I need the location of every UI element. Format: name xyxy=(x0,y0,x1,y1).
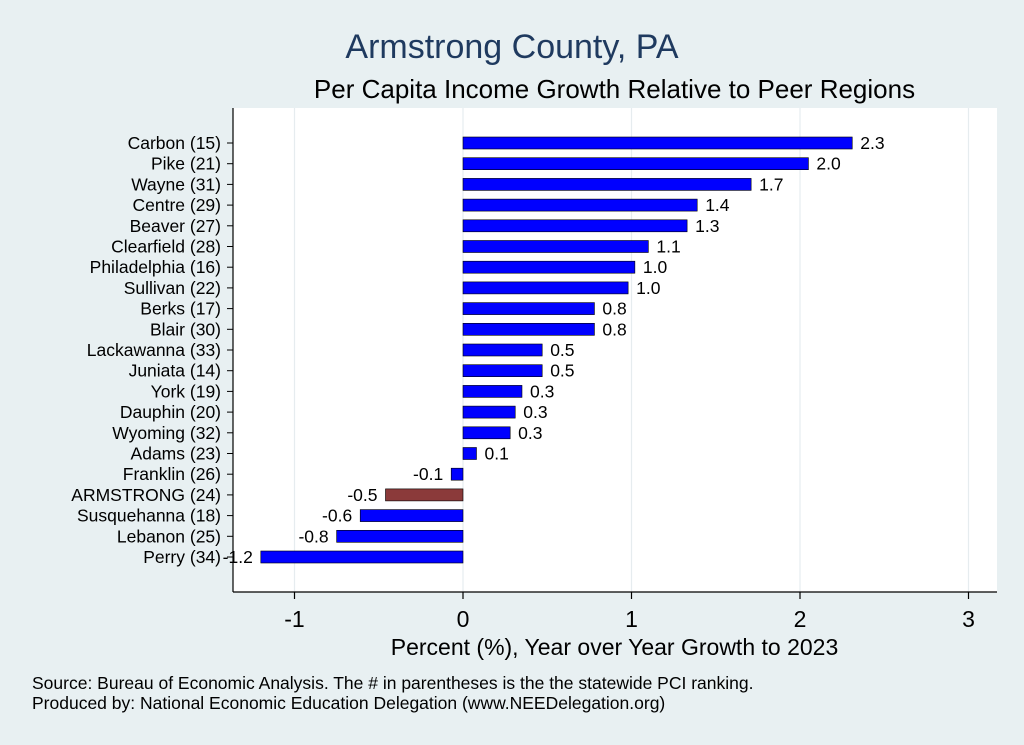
data-label: 0.1 xyxy=(484,444,508,464)
x-tick-label: 1 xyxy=(625,606,638,632)
category-label: Adams (23) xyxy=(131,444,221,464)
category-label: Juniata (14) xyxy=(129,361,221,381)
data-label: 0.3 xyxy=(518,423,542,443)
bar xyxy=(336,529,464,543)
category-label: Franklin (26) xyxy=(123,464,221,484)
data-label: 1.4 xyxy=(705,195,730,215)
category-label: Carbon (15) xyxy=(128,133,221,153)
data-label: 0.8 xyxy=(602,299,626,319)
category-label: Pike (21) xyxy=(151,154,221,174)
data-label: 0.3 xyxy=(530,381,554,401)
bar xyxy=(462,240,649,253)
data-label: -0.8 xyxy=(298,526,328,546)
bar xyxy=(462,198,698,212)
bar xyxy=(462,260,636,274)
bar xyxy=(260,550,464,564)
category-label: Philadelphia (16) xyxy=(90,257,221,277)
category-label: ARMSTRONG (24) xyxy=(71,485,221,505)
bar xyxy=(462,343,543,357)
bar xyxy=(462,364,543,378)
bar xyxy=(462,219,688,233)
category-label: Clearfield (28) xyxy=(111,237,221,257)
chart-title: Armstrong County, PA xyxy=(345,28,679,66)
data-label: -0.5 xyxy=(347,485,377,505)
data-label: 0.5 xyxy=(550,340,574,360)
data-label: -1.2 xyxy=(223,547,253,567)
source-note: Source: Bureau of Economic Analysis. The… xyxy=(32,673,754,693)
category-label: Blair (30) xyxy=(150,319,221,339)
data-label: 1.7 xyxy=(759,174,783,194)
bar xyxy=(462,447,477,460)
data-label: 2.0 xyxy=(816,154,841,174)
category-label: Perry (34) xyxy=(143,547,221,567)
category-label: Lackawanna (33) xyxy=(87,340,221,360)
bar xyxy=(462,136,853,150)
category-label: Beaver (27) xyxy=(130,216,221,236)
category-label: Centre (29) xyxy=(132,195,221,215)
produced-by-note: Produced by: National Economic Education… xyxy=(32,693,666,713)
data-label: 1.0 xyxy=(643,257,668,277)
x-tick-label: 2 xyxy=(794,606,807,632)
bar xyxy=(462,178,752,191)
category-label: Dauphin (20) xyxy=(120,402,221,422)
bar xyxy=(450,467,464,481)
x-tick-label: 0 xyxy=(457,606,470,632)
bar xyxy=(462,405,516,419)
data-label: -0.1 xyxy=(413,464,443,484)
bar xyxy=(359,509,464,522)
x-tick-label: 3 xyxy=(962,606,975,632)
bar xyxy=(462,157,809,170)
category-label: York (19) xyxy=(151,381,221,401)
category-label: Wayne (31) xyxy=(131,174,221,194)
data-label: -0.6 xyxy=(322,506,352,526)
x-axis-label: Percent (%), Year over Year Growth to 20… xyxy=(390,634,839,660)
chart-notes: Source: Bureau of Economic Analysis. The… xyxy=(32,673,753,713)
category-label: Susquehanna (18) xyxy=(77,506,221,526)
bar xyxy=(462,426,511,440)
bar xyxy=(462,302,595,315)
bar xyxy=(462,385,523,398)
category-label: Wyoming (32) xyxy=(112,423,221,443)
chart-subtitle: Per Capita Income Growth Relative to Pee… xyxy=(313,74,916,104)
x-tick-label: -1 xyxy=(284,606,304,632)
category-label: Sullivan (22) xyxy=(124,278,221,298)
bar xyxy=(462,281,629,295)
category-label: Berks (17) xyxy=(140,299,221,319)
data-label: 0.8 xyxy=(602,319,626,339)
bar-highlight xyxy=(385,488,464,502)
bar xyxy=(462,322,595,336)
data-label: 0.3 xyxy=(523,402,547,422)
data-label: 1.1 xyxy=(656,237,680,257)
category-label: Lebanon (25) xyxy=(117,526,221,546)
data-label: 1.0 xyxy=(636,278,661,298)
data-label: 2.3 xyxy=(860,133,884,153)
data-label: 0.5 xyxy=(550,361,574,381)
data-label: 1.3 xyxy=(695,216,719,236)
